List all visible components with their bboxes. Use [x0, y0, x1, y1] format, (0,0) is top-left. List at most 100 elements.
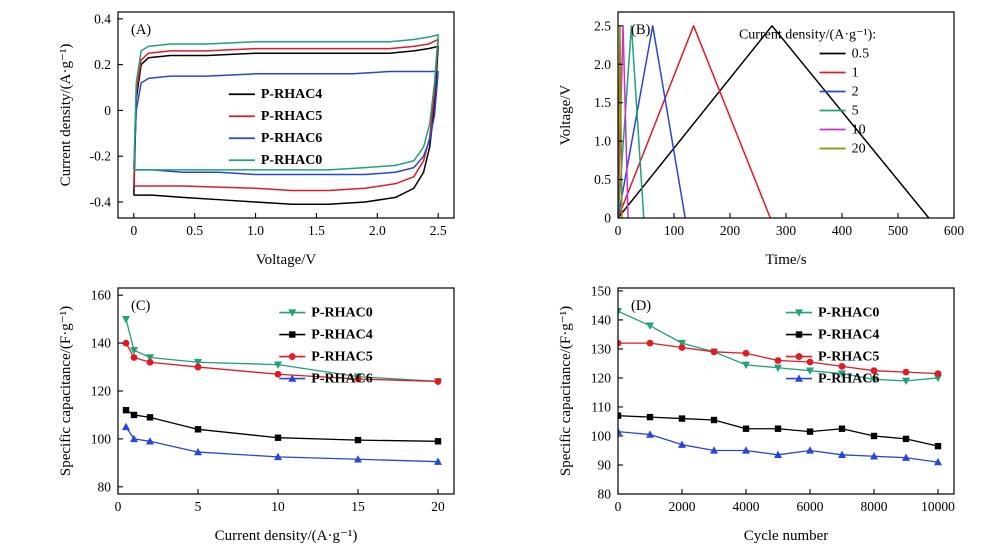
legend-entry: P-RHAC0	[261, 153, 322, 168]
y-tick-label: -0.2	[90, 149, 111, 164]
marker-square	[774, 425, 782, 432]
panel-label: (C)	[131, 298, 151, 314]
marker-triangle-up	[710, 446, 718, 454]
marker-square	[678, 415, 686, 422]
marker-square	[618, 412, 622, 419]
marker-square	[122, 406, 130, 414]
y-tick-label: 160	[91, 288, 112, 303]
series-line-5	[618, 25, 645, 218]
marker-square	[795, 331, 803, 338]
marker-triangle-up	[902, 453, 910, 461]
y-tick-label: 0.4	[94, 11, 111, 26]
x-tick-label: 5	[195, 499, 202, 514]
panel-label: (B)	[631, 22, 651, 38]
marker-triangle-down	[774, 364, 782, 372]
x-axis-label: Time/s	[765, 252, 806, 268]
x-tick-label: 0	[615, 223, 622, 238]
marker-triangle-down	[806, 367, 814, 375]
marker-triangle-down	[274, 361, 282, 369]
y-tick-label: -0.4	[90, 194, 112, 209]
marker-triangle-down	[795, 309, 803, 317]
legend: P-RHAC0 P-RHAC4 P-RHAC5 P-RHAC6	[786, 306, 879, 387]
marker-circle	[870, 367, 878, 375]
x-tick-label: 2.5	[430, 223, 447, 238]
legend-entry: P-RHAC5	[818, 350, 879, 365]
marker-triangle-down	[902, 377, 910, 386]
marker-circle	[646, 339, 654, 347]
y-tick-label: 0	[104, 103, 111, 118]
series-line-P-RHAC5	[133, 38, 439, 192]
x-axis-label: Voltage/V	[256, 252, 317, 268]
marker-circle	[795, 353, 803, 360]
legend-entry: P-RHAC6	[818, 372, 879, 387]
x-tick-label: 10000	[921, 499, 955, 514]
marker-triangle-up	[806, 446, 814, 454]
marker-triangle-up	[146, 437, 154, 445]
x-tick-label: 500	[888, 223, 909, 238]
series-line-P-RHAC4	[133, 45, 439, 206]
marker-triangle-up	[774, 450, 782, 459]
y-tick-label: 0	[604, 211, 611, 226]
marker-triangle-up	[354, 455, 362, 463]
panel-b-chart: 0 100 200 300 400 500 600 0 0.5 1.0 1.5 2.0 2.5 Time/…	[558, 11, 964, 268]
y-tick-label: 1.5	[594, 95, 611, 110]
legend-entry: P-RHAC6	[311, 372, 372, 387]
y-tick-label: 0.2	[94, 57, 111, 72]
y-tick-label: 120	[91, 384, 112, 399]
series-line-P-RHAC0	[125, 318, 439, 383]
series-group	[618, 25, 930, 218]
panel-d-chart: 0 2000 4000 6000 8000 10000 80 90 100 110 120 130 14…	[558, 283, 955, 544]
y-tick-label: 140	[591, 312, 612, 327]
marker-square	[194, 426, 202, 433]
marker-triangle-down	[194, 359, 202, 367]
x-tick-label: 6000	[797, 499, 824, 514]
marker-triangle-down	[122, 315, 130, 324]
x-tick-label: 300	[776, 223, 797, 238]
x-tick-label: 15	[351, 499, 365, 514]
y-tick-label: 80	[98, 479, 112, 494]
x-tick-label: 20	[431, 499, 445, 514]
marker-triangle-down	[618, 308, 622, 316]
series-line-P-RHAC6	[133, 70, 439, 176]
legend-entry: 20	[852, 141, 866, 156]
y-tick-label: 100	[91, 431, 112, 446]
series-line-P-RHAC6	[125, 426, 439, 463]
marker-circle	[146, 358, 154, 366]
x-tick-label: 1.0	[247, 223, 264, 238]
y-tick-label: 120	[591, 370, 612, 385]
marker-square	[806, 428, 814, 435]
y-tick-label: 110	[591, 399, 611, 414]
legend-entry: 10	[852, 122, 866, 137]
x-tick-label: 0	[615, 499, 622, 514]
legend-entry: P-RHAC4	[261, 87, 322, 102]
marker-square	[710, 416, 718, 424]
x-tick-label: 8000	[861, 499, 888, 514]
panel-d: 0 2000 4000 6000 8000 10000 80 90 100 110 120 130 14…	[500, 276, 1000, 552]
marker-triangle-up	[678, 440, 686, 448]
marker-triangle-up	[838, 450, 846, 459]
series-group	[133, 34, 439, 206]
series-line-1	[618, 25, 772, 218]
marker-circle	[934, 370, 942, 377]
marker-circle	[774, 357, 782, 364]
marker-circle	[122, 339, 130, 347]
series-group	[618, 308, 942, 466]
y-tick-label: 100	[591, 428, 612, 443]
x-tick-label: 200	[720, 223, 741, 238]
marker-triangle-up	[288, 374, 297, 382]
series-line-2	[618, 25, 686, 218]
marker-triangle-up	[194, 447, 202, 456]
panel-a-chart: 0 0.5 1.0 1.5 2.0 2.5 -0.4 -0.2 0 0.2 0.4 Voltage/V…	[58, 11, 455, 268]
marker-triangle-down	[146, 354, 154, 362]
marker-triangle-down	[934, 374, 942, 383]
marker-triangle-down	[678, 339, 686, 348]
panel-c: 0 5 10 15 20 80 100 120 140 160 Current density/(A…	[0, 276, 500, 552]
y-tick-label: 150	[591, 283, 612, 298]
marker-square	[130, 411, 138, 419]
y-axis-label: Current density/(A·g⁻¹)	[58, 44, 74, 187]
marker-triangle-up	[130, 434, 138, 443]
marker-circle	[838, 362, 846, 370]
y-axis-label: Voltage/V	[558, 85, 574, 146]
legend-entry: 1	[852, 65, 859, 80]
